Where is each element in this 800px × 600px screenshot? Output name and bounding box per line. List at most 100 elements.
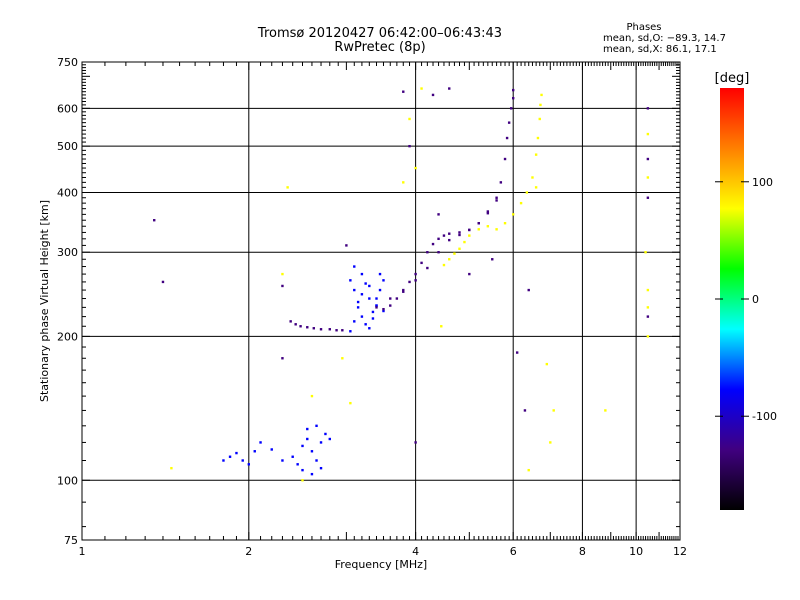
data-point xyxy=(448,232,451,235)
data-point xyxy=(349,330,352,333)
data-point xyxy=(247,463,251,466)
data-point xyxy=(534,186,538,189)
data-point xyxy=(646,176,650,179)
data-point xyxy=(378,288,382,292)
data-point xyxy=(511,96,515,100)
data-point xyxy=(431,93,435,97)
data-point xyxy=(356,306,360,309)
data-point xyxy=(426,266,429,270)
phases-stats-title: Phases xyxy=(626,22,662,33)
data-point xyxy=(442,263,446,267)
data-point xyxy=(289,320,292,323)
plot-frame xyxy=(81,61,681,541)
colorbar-tick-label: 0 xyxy=(752,293,759,306)
data-point xyxy=(499,181,503,184)
data-point xyxy=(477,222,480,225)
x-tick-label: 10 xyxy=(629,545,643,558)
data-point xyxy=(420,87,423,90)
data-point xyxy=(341,329,344,332)
data-point xyxy=(153,219,156,222)
y-tick-label: 400 xyxy=(57,186,78,199)
data-point xyxy=(458,233,461,237)
data-point xyxy=(540,93,543,97)
data-point xyxy=(368,284,371,288)
data-point xyxy=(477,228,480,231)
data-point xyxy=(414,166,417,170)
data-point xyxy=(420,261,423,265)
data-point xyxy=(509,107,513,110)
data-point xyxy=(306,326,309,329)
data-point xyxy=(382,279,385,282)
data-point xyxy=(378,272,382,276)
data-point xyxy=(505,136,509,140)
data-point xyxy=(301,468,304,472)
data-point xyxy=(241,459,244,462)
data-point xyxy=(353,265,356,268)
series-4 xyxy=(495,93,543,231)
data-point xyxy=(328,437,331,441)
data-point xyxy=(646,157,650,161)
data-point xyxy=(437,213,440,216)
data-point xyxy=(468,234,471,237)
data-point xyxy=(286,186,289,189)
data-point xyxy=(486,210,490,213)
data-point xyxy=(442,234,446,237)
data-point xyxy=(531,176,534,179)
data-point xyxy=(310,450,314,453)
data-point xyxy=(644,251,647,254)
data-point xyxy=(170,466,173,470)
data-point xyxy=(511,88,515,92)
series-0 xyxy=(289,320,344,332)
data-point xyxy=(360,272,364,276)
data-point xyxy=(437,237,440,241)
data-point xyxy=(228,455,232,458)
y-tick-label: 200 xyxy=(57,330,78,343)
colorbar xyxy=(720,88,744,510)
data-point xyxy=(315,459,318,462)
data-point xyxy=(549,441,552,444)
series-8 xyxy=(170,87,650,482)
x-tick-label: 4 xyxy=(412,545,419,558)
data-point xyxy=(319,328,323,331)
data-point xyxy=(161,280,165,284)
data-point xyxy=(368,297,371,300)
data-point xyxy=(356,300,360,304)
data-point xyxy=(319,466,323,470)
data-point xyxy=(281,357,284,360)
phases-stats-o: mean, sd,O: −89.3, 14.7 xyxy=(603,33,726,44)
data-point xyxy=(310,472,314,476)
data-point xyxy=(306,427,309,431)
colorbar-label: [deg] xyxy=(715,71,750,86)
data-point xyxy=(519,201,523,205)
x-axis-label: Frequency [MHz] xyxy=(335,558,427,571)
chart-subtitle: RwPretec (8p) xyxy=(334,40,426,55)
data-point xyxy=(495,199,498,202)
data-point xyxy=(360,315,364,318)
data-point xyxy=(402,288,405,292)
data-point xyxy=(341,357,344,360)
data-point xyxy=(468,272,471,276)
data-point xyxy=(458,231,461,234)
y-tick-label: 500 xyxy=(57,140,78,153)
data-point xyxy=(426,251,429,254)
data-point xyxy=(536,136,540,140)
data-point xyxy=(375,297,378,300)
x-tick-label: 6 xyxy=(510,545,517,558)
data-point xyxy=(301,479,304,482)
data-point xyxy=(319,441,323,444)
data-point xyxy=(511,213,515,216)
data-point xyxy=(458,247,461,250)
data-point xyxy=(503,222,507,225)
y-tick-label: 100 xyxy=(57,474,78,487)
data-point xyxy=(371,310,375,314)
data-point xyxy=(328,328,331,331)
data-point xyxy=(491,258,494,261)
data-point xyxy=(437,251,440,254)
data-point xyxy=(646,196,650,199)
series-2 xyxy=(382,196,498,311)
data-point xyxy=(402,290,405,293)
data-point xyxy=(281,272,284,276)
data-point xyxy=(453,252,456,255)
series-3 xyxy=(375,88,515,309)
data-point xyxy=(402,181,405,184)
